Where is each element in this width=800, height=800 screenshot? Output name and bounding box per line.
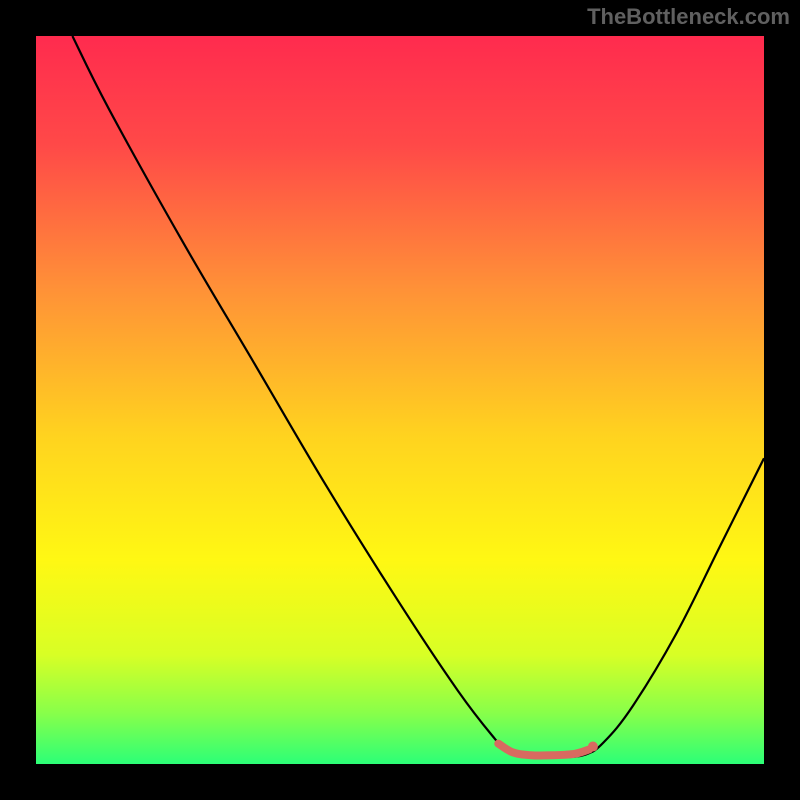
chart-plot-area [36, 36, 764, 764]
curve-highlight-end-dot [588, 742, 598, 752]
gradient-background [36, 36, 764, 764]
watermark-text: TheBottleneck.com [587, 4, 790, 30]
chart-svg [36, 36, 764, 764]
